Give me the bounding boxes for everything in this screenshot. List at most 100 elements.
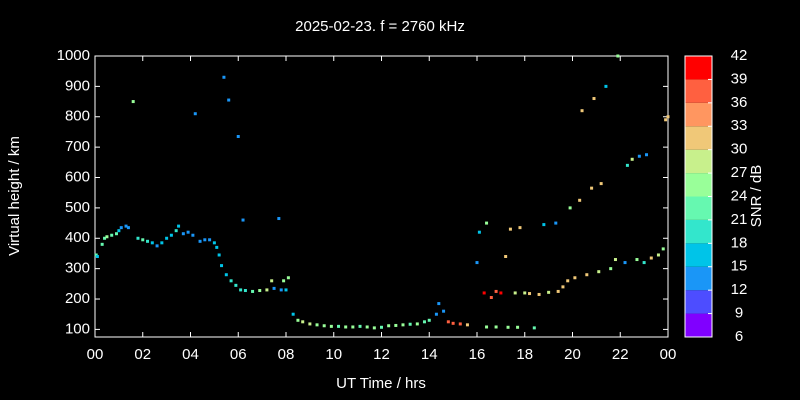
x-tick-label: 00 <box>660 346 677 363</box>
point <box>547 290 551 294</box>
point <box>126 226 130 230</box>
point <box>284 288 288 292</box>
point <box>523 291 527 295</box>
point <box>208 238 212 242</box>
point <box>664 118 668 122</box>
point <box>344 325 348 329</box>
point <box>504 254 508 258</box>
point <box>580 109 584 113</box>
point <box>243 289 247 293</box>
y-tick-label: 600 <box>65 168 90 185</box>
point <box>272 286 276 290</box>
point <box>229 279 233 283</box>
x-tick-label: 18 <box>516 346 533 363</box>
point <box>494 325 498 329</box>
x-tick-label: 06 <box>230 346 247 363</box>
colorbar-bin <box>685 126 712 150</box>
colorbar-tick-label: 36 <box>731 94 748 111</box>
point <box>394 323 398 327</box>
point <box>150 241 154 245</box>
x-tick-label: 16 <box>469 346 486 363</box>
colorbar-tick-label: 27 <box>731 164 748 181</box>
colorbar-tick-label: 33 <box>731 117 748 134</box>
point <box>322 324 326 328</box>
point <box>236 135 240 139</box>
y-axis-label: Virtual height / km <box>6 136 23 256</box>
point <box>136 236 140 240</box>
point <box>387 324 391 328</box>
point <box>616 54 620 58</box>
y-tick-label: 500 <box>65 199 90 216</box>
y-tick-label: 1000 <box>57 47 90 64</box>
colorbar-bin <box>685 266 712 291</box>
colorbar-bin <box>685 290 712 314</box>
point <box>103 236 107 240</box>
point <box>506 325 510 329</box>
colorbar-bin <box>685 243 712 267</box>
point <box>537 292 541 296</box>
colorbar-tick-label: 21 <box>731 211 748 228</box>
colorbar-bin <box>685 56 712 80</box>
y-tick-label: 700 <box>65 138 90 155</box>
point <box>566 279 570 283</box>
point <box>251 289 255 293</box>
point <box>169 233 173 237</box>
y-tick-label: 300 <box>65 260 90 277</box>
point <box>193 112 197 116</box>
point <box>241 218 245 222</box>
y-tick-label: 400 <box>65 229 90 246</box>
point <box>301 320 305 324</box>
point <box>642 261 646 265</box>
point <box>165 236 169 240</box>
point <box>351 325 355 329</box>
point <box>568 206 572 210</box>
y-tick-label: 200 <box>65 290 90 307</box>
point <box>286 276 290 280</box>
point <box>637 154 641 158</box>
point <box>528 292 532 296</box>
point <box>160 241 164 245</box>
point <box>516 325 520 329</box>
point <box>573 276 577 280</box>
point <box>625 163 629 167</box>
point <box>590 186 594 190</box>
point <box>554 221 558 225</box>
colorbar-tick-label: 15 <box>731 258 748 275</box>
point <box>215 245 219 249</box>
point <box>477 230 481 234</box>
point <box>597 270 601 274</box>
point <box>282 279 286 283</box>
colorbar-tick-label: 42 <box>731 47 748 64</box>
x-tick-label: 10 <box>325 346 342 363</box>
point <box>239 288 243 292</box>
point <box>222 75 226 79</box>
point <box>475 261 479 265</box>
y-tick-label: 800 <box>65 108 90 125</box>
point <box>296 318 300 322</box>
point <box>485 221 489 225</box>
point <box>279 288 283 292</box>
point <box>635 258 639 262</box>
point <box>131 100 135 104</box>
x-tick-label: 02 <box>134 346 151 363</box>
point <box>415 322 419 326</box>
point <box>198 239 202 243</box>
point <box>372 326 376 330</box>
x-tick-label: 00 <box>87 346 104 363</box>
point <box>489 296 493 300</box>
point <box>613 258 617 262</box>
point <box>380 325 383 329</box>
chart-title: 2025-02-23. f = 2760 kHz <box>295 18 465 35</box>
point <box>666 115 670 119</box>
point <box>308 322 312 326</box>
point <box>100 242 104 246</box>
point <box>358 324 362 328</box>
point <box>110 233 114 237</box>
colorbar-tick-label: 24 <box>731 187 748 204</box>
point <box>485 325 489 329</box>
x-tick-label: 14 <box>421 346 438 363</box>
colorbar-tick-label: 39 <box>731 70 748 87</box>
colorbar-bin <box>685 219 712 244</box>
